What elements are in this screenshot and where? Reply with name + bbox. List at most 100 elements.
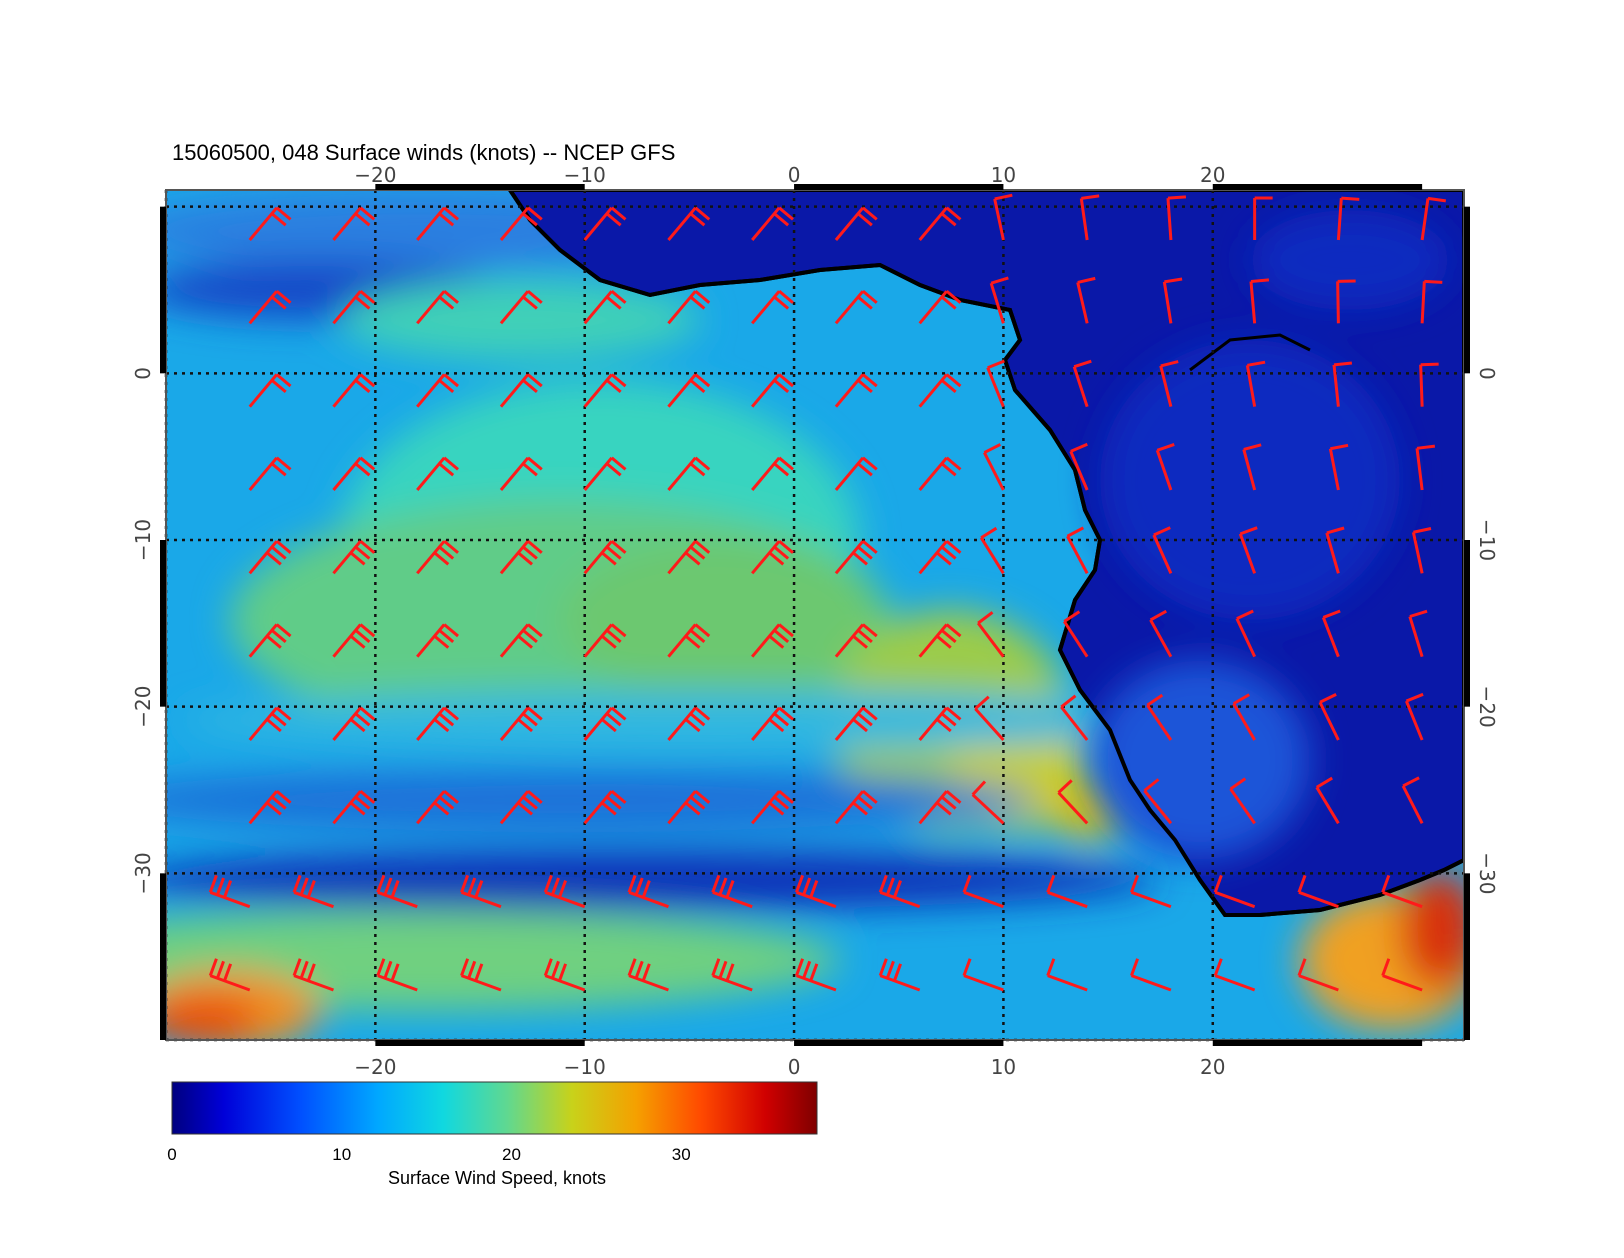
- frame-bar: [1464, 206, 1470, 374]
- wind-barb: [918, 540, 962, 575]
- wind-barb: [1381, 874, 1423, 909]
- wind-barb: [751, 373, 794, 408]
- colorbar-tick-label: 20: [502, 1145, 521, 1164]
- wind-barb: [834, 456, 878, 491]
- wind-barb: [1130, 958, 1172, 992]
- wind-barb: [711, 958, 753, 992]
- wind-barb: [711, 874, 753, 909]
- wind-barb: [667, 456, 711, 491]
- wind-barb: [751, 206, 794, 241]
- wind-barb: [795, 874, 837, 909]
- wind-barb: [416, 623, 459, 658]
- wind-barb: [986, 359, 1005, 408]
- lon-tick-label: 0: [788, 163, 801, 187]
- wind-barb: [1411, 527, 1432, 574]
- wind-barb: [543, 958, 586, 992]
- wind-barb: [332, 290, 376, 325]
- wind-barb: [1146, 693, 1173, 741]
- wind-barb: [1069, 442, 1089, 491]
- wind-barb: [499, 706, 543, 741]
- wind-barb: [1420, 196, 1447, 241]
- wind-barb: [248, 706, 292, 741]
- wind-barb: [1149, 609, 1173, 658]
- wind-barb: [1328, 443, 1349, 491]
- wind-barb: [918, 456, 962, 491]
- wind-barb: [983, 443, 1005, 491]
- colorbar-tick-label: 10: [332, 1145, 351, 1164]
- wind-barb: [416, 206, 459, 241]
- colorbar-tick-label: 30: [672, 1145, 691, 1164]
- wind-barb: [1046, 874, 1088, 909]
- wind-barb: [667, 706, 711, 741]
- colorbar-tick-label: 0: [167, 1145, 176, 1164]
- wind-barb: [208, 874, 251, 909]
- wind-barb: [1420, 279, 1443, 324]
- lat-tick-label: −30: [131, 852, 155, 894]
- lon-tick-label: 20: [1200, 1055, 1225, 1079]
- wind-barb: [1249, 278, 1270, 324]
- wind-barb: [834, 540, 878, 575]
- wind-barb: [1130, 874, 1172, 909]
- wind-barb: [667, 206, 711, 241]
- wind-barb: [583, 456, 627, 491]
- wind-barb: [416, 540, 459, 575]
- wind-barb: [332, 373, 376, 408]
- wind-barb: [1401, 776, 1424, 825]
- wind-barb: [918, 706, 962, 741]
- wind-barb: [1315, 776, 1340, 825]
- wind-barb: [1408, 609, 1428, 658]
- lat-tick-label: 0: [131, 367, 155, 380]
- map-title: 15060500, 048 Surface winds (knots) -- N…: [172, 140, 676, 165]
- wind-barb: [416, 290, 459, 325]
- wind-barb: [878, 874, 921, 909]
- wind-barb: [979, 526, 1005, 575]
- wind-barb: [751, 456, 794, 491]
- lat-tick-labels-right: 0 −10 −20 −30: [1475, 367, 1499, 894]
- wind-barb: [1336, 196, 1360, 241]
- lon-tick-label: 0: [788, 1055, 801, 1079]
- lat-tick-label: −10: [131, 519, 155, 561]
- lat-tick-labels-left: 0 −10 −20 −30: [131, 367, 155, 894]
- wind-barb: [1245, 360, 1266, 407]
- wind-barb: [1232, 693, 1256, 741]
- wind-barb: [1079, 194, 1100, 241]
- colorbar: [171, 1081, 818, 1135]
- wind-barb: [918, 206, 962, 241]
- lon-tick-label: 10: [991, 163, 1016, 187]
- wind-barb: [332, 623, 376, 658]
- wind-barb: [416, 706, 459, 741]
- lon-tick-label: −20: [354, 163, 396, 187]
- frame-bar: [794, 1040, 1004, 1046]
- wind-barb: [1321, 609, 1341, 658]
- colorbar-ticks: 0 10 20 30: [167, 1145, 690, 1164]
- wind-barb: [332, 206, 376, 241]
- wind-barb: [1155, 443, 1175, 491]
- wind-barb: [332, 790, 376, 825]
- wind-barb: [751, 290, 794, 325]
- wind-barb: [751, 790, 794, 825]
- wind-barb: [1213, 958, 1256, 992]
- lon-tick-label: −20: [354, 1055, 396, 1079]
- wind-barb: [1152, 526, 1173, 574]
- wind-barb: [499, 790, 543, 825]
- wind-barb: [627, 958, 669, 992]
- wind-barb: [416, 790, 459, 825]
- wind-barb: [460, 958, 502, 992]
- wind-barb: [460, 874, 502, 909]
- wind-barb: [1166, 195, 1187, 241]
- wind-barb: [1415, 444, 1436, 491]
- wind-barb: [376, 958, 418, 992]
- lon-tick-label: −10: [564, 1055, 606, 1079]
- wind-barb: [962, 958, 1004, 992]
- wind-barb: [583, 373, 627, 408]
- wind-barb: [1046, 958, 1088, 992]
- wind-barb: [543, 874, 586, 909]
- wind-barb: [751, 706, 794, 741]
- wind-barb: [583, 290, 627, 325]
- wind-barb: [248, 206, 292, 241]
- wind-barb: [1297, 958, 1339, 992]
- wind-barb: [499, 206, 543, 241]
- lake-outline: [1189, 333, 1311, 372]
- wind-barb: [918, 790, 962, 825]
- wind-barb: [1072, 359, 1092, 408]
